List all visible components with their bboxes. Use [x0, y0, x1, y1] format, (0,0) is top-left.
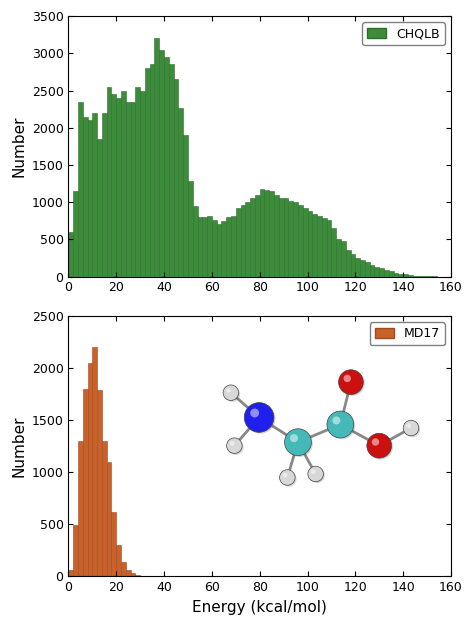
Bar	[126, 570, 130, 577]
Bar	[111, 512, 116, 577]
Bar	[322, 218, 327, 277]
Bar	[68, 232, 73, 277]
Bar	[188, 182, 193, 277]
Bar	[241, 205, 246, 277]
Bar	[164, 57, 169, 277]
Bar	[173, 80, 178, 277]
Bar	[97, 139, 102, 277]
Bar	[116, 545, 121, 577]
Bar	[102, 113, 107, 277]
Bar	[130, 101, 136, 277]
Bar	[73, 525, 78, 577]
Bar	[384, 270, 389, 277]
Bar	[399, 274, 403, 277]
Bar	[336, 239, 341, 277]
Bar	[264, 190, 269, 277]
Bar	[78, 441, 83, 577]
Bar	[365, 262, 370, 277]
Bar	[107, 87, 111, 277]
Bar	[116, 98, 121, 277]
X-axis label: Energy (kcal/mol): Energy (kcal/mol)	[192, 600, 327, 615]
Bar	[279, 198, 283, 277]
Bar	[136, 87, 140, 277]
Bar	[121, 91, 126, 277]
Bar	[136, 575, 140, 577]
Bar	[331, 228, 336, 277]
Bar	[155, 38, 159, 277]
Bar	[92, 113, 97, 277]
Y-axis label: Number: Number	[11, 116, 26, 177]
Bar	[88, 120, 92, 277]
Bar	[159, 49, 164, 277]
Bar	[83, 116, 88, 277]
Bar	[317, 215, 322, 277]
Bar	[393, 273, 399, 277]
Bar	[274, 195, 279, 277]
Bar	[140, 91, 145, 277]
Bar	[150, 64, 155, 277]
Bar	[207, 215, 212, 277]
Y-axis label: Number: Number	[11, 416, 26, 477]
Bar	[269, 191, 274, 277]
Bar	[379, 269, 384, 277]
Legend: MD17: MD17	[370, 322, 445, 346]
Bar	[283, 198, 288, 277]
Bar	[92, 347, 97, 577]
Bar	[413, 276, 418, 277]
Bar	[308, 211, 312, 277]
Bar	[356, 258, 360, 277]
Bar	[193, 206, 198, 277]
Bar	[78, 101, 83, 277]
Bar	[88, 363, 92, 577]
Bar	[298, 205, 303, 277]
Legend: CHQLB: CHQLB	[363, 23, 445, 45]
Bar	[126, 101, 130, 277]
Bar	[351, 254, 356, 277]
Bar	[408, 275, 413, 277]
Bar	[288, 201, 293, 277]
Bar	[130, 573, 136, 577]
Bar	[312, 214, 317, 277]
Bar	[389, 271, 393, 277]
Bar	[178, 108, 183, 277]
Bar	[403, 274, 408, 277]
Bar	[169, 64, 173, 277]
Bar	[303, 208, 308, 277]
Bar	[231, 215, 236, 277]
Bar	[202, 217, 207, 277]
Bar	[226, 217, 231, 277]
Bar	[212, 220, 217, 277]
Bar	[360, 260, 365, 277]
Bar	[183, 135, 188, 277]
Bar	[221, 221, 226, 277]
Bar	[250, 198, 255, 277]
Bar	[217, 223, 221, 277]
Bar	[255, 195, 260, 277]
Bar	[236, 208, 241, 277]
Bar	[293, 202, 298, 277]
Bar	[374, 267, 379, 277]
Bar	[68, 570, 73, 577]
Bar	[260, 190, 264, 277]
Bar	[121, 562, 126, 577]
Bar	[73, 191, 78, 277]
Bar	[97, 390, 102, 577]
Bar	[246, 202, 250, 277]
Bar	[346, 250, 351, 277]
Bar	[370, 265, 374, 277]
Bar	[145, 68, 150, 277]
Bar	[107, 462, 111, 577]
Bar	[83, 389, 88, 577]
Bar	[111, 95, 116, 277]
Bar	[341, 241, 346, 277]
Bar	[327, 220, 331, 277]
Bar	[198, 217, 202, 277]
Bar	[102, 441, 107, 577]
